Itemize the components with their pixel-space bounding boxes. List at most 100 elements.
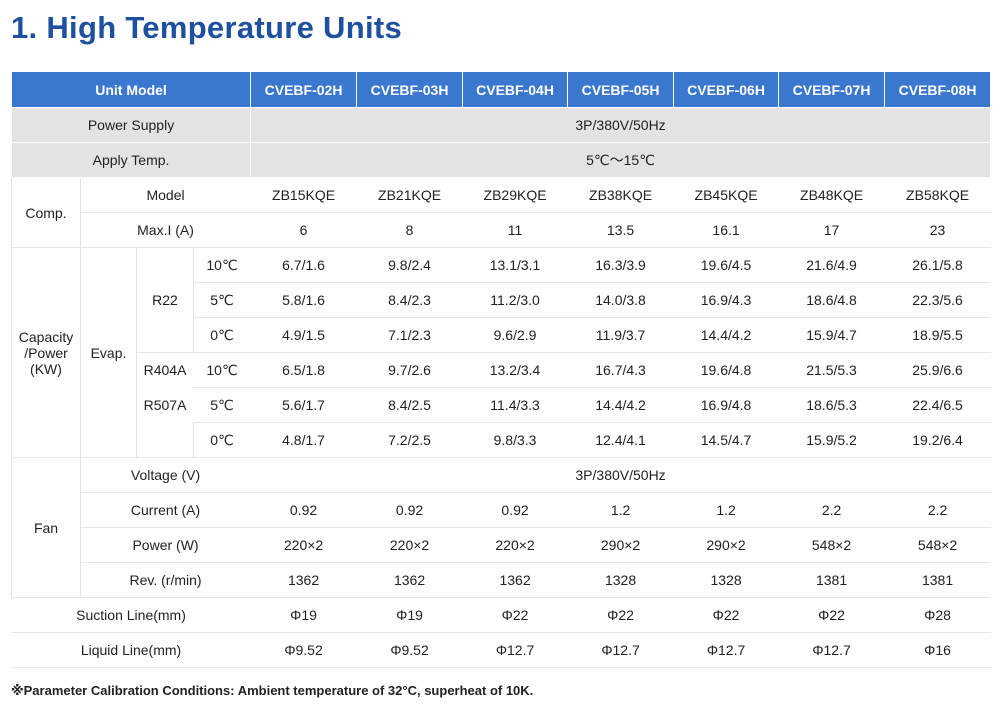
table-cell: 6.5/1.8 <box>250 352 358 388</box>
temp-label: 10℃ <box>192 247 252 283</box>
refrigerant-r507a-label: R507A <box>143 397 187 413</box>
table-cell: 0.92 <box>250 492 358 528</box>
table-cell: 18.9/5.5 <box>884 317 992 353</box>
table-cell: 14.4/4.2 <box>673 317 780 353</box>
capacity-row: 0℃ 4.8/1.7 7.2/2.5 9.8/3.3 12.4/4.1 14.5… <box>12 422 992 458</box>
model-header: CVEBF-04H <box>462 71 569 108</box>
temp-label: 0℃ <box>192 317 252 353</box>
table-cell: 16.9/4.8 <box>673 387 780 423</box>
table-cell: 4.8/1.7 <box>250 422 358 458</box>
table-cell: 1328 <box>673 562 780 598</box>
table-cell: 220×2 <box>250 527 358 563</box>
table-cell: ZB48KQE <box>778 177 886 213</box>
table-cell: ZB21KQE <box>356 177 464 213</box>
comp-maxi-label: Max.I (A) <box>79 212 252 248</box>
table-cell: 290×2 <box>673 527 780 563</box>
table-cell: Φ19 <box>356 597 464 633</box>
table-cell: Φ22 <box>673 597 780 633</box>
table-cell: 19.6/4.8 <box>673 352 780 388</box>
table-cell: 11.2/3.0 <box>462 282 569 318</box>
header-row: Unit Model CVEBF-02H CVEBF-03H CVEBF-04H… <box>10 71 992 108</box>
table-cell: 25.9/6.6 <box>884 352 992 388</box>
table-cell: Φ9.52 <box>356 632 464 668</box>
table-cell: 2.2 <box>778 492 886 528</box>
table-cell: Φ9.52 <box>250 632 358 668</box>
calibration-note: ※Parameter Calibration Conditions: Ambie… <box>11 683 534 698</box>
refrigerant-r404a-label: R404A <box>143 362 187 379</box>
table-cell: 19.6/4.5 <box>673 247 780 283</box>
comp-maxi-row: Max.I (A) 6 8 11 13.5 16.1 17 23 <box>12 212 992 248</box>
liquid-line-label: Liquid Line(mm) <box>10 632 252 668</box>
table-cell: ZB15KQE <box>250 177 358 213</box>
table-cell: 9.6/2.9 <box>462 317 569 353</box>
table-cell: 23 <box>884 212 992 248</box>
evap-label: Evap. <box>80 247 137 458</box>
table-cell: 15.9/4.7 <box>778 317 886 353</box>
table-cell: 11.9/3.7 <box>567 317 675 353</box>
capacity-label-line: (KW) <box>30 360 62 377</box>
table-cell: 548×2 <box>778 527 886 563</box>
table-cell: 7.1/2.3 <box>356 317 464 353</box>
table-cell: 15.9/5.2 <box>778 422 886 458</box>
table-cell: 1.2 <box>567 492 675 528</box>
model-header: CVEBF-07H <box>778 71 886 108</box>
fan-power-label: Power (W) <box>79 527 252 563</box>
table-cell: 5.8/1.6 <box>250 282 358 318</box>
table-cell: Φ22 <box>778 597 886 633</box>
table-cell: Φ28 <box>884 597 992 633</box>
table-cell: 6.7/1.6 <box>250 247 358 283</box>
table-cell: ZB58KQE <box>884 177 992 213</box>
table-cell: 8.4/2.3 <box>356 282 464 318</box>
power-supply-value: 3P/380V/50Hz <box>250 107 992 143</box>
spec-table: Unit Model CVEBF-02H CVEBF-03H CVEBF-04H… <box>10 71 992 668</box>
table-cell: 14.0/3.8 <box>567 282 675 318</box>
fan-rev-label: Rev. (r/min) <box>79 562 252 598</box>
temp-label: 5℃ <box>192 387 252 423</box>
model-header: CVEBF-06H <box>673 71 780 108</box>
capacity-row: 5℃ 5.8/1.6 8.4/2.3 11.2/3.0 14.0/3.8 16.… <box>12 282 992 318</box>
table-cell: ZB45KQE <box>673 177 780 213</box>
table-cell: 9.8/3.3 <box>462 422 569 458</box>
unit-model-header: Unit Model <box>10 71 252 108</box>
table-cell: 12.4/4.1 <box>567 422 675 458</box>
table-cell: 1381 <box>778 562 886 598</box>
fan-power-row: Power (W) 220×2 220×2 220×2 290×2 290×2 … <box>12 527 992 563</box>
table-cell: 19.2/6.4 <box>884 422 992 458</box>
table-cell: 0.92 <box>462 492 569 528</box>
power-supply-row: Power Supply 3P/380V/50Hz <box>10 107 992 143</box>
temp-label: 0℃ <box>192 422 252 458</box>
table-cell: 1328 <box>567 562 675 598</box>
capacity-label-line: Capacity <box>18 328 74 345</box>
table-cell: 220×2 <box>462 527 569 563</box>
refrigerant-r22-label: R22 <box>136 247 194 353</box>
table-cell: 9.8/2.4 <box>356 247 464 283</box>
table-cell: 16.7/4.3 <box>567 352 675 388</box>
table-cell: 13.2/3.4 <box>462 352 569 388</box>
table-cell: 1.2 <box>673 492 780 528</box>
table-cell: 1381 <box>884 562 992 598</box>
table-cell: 26.1/5.8 <box>884 247 992 283</box>
table-cell: 5.6/1.7 <box>250 387 358 423</box>
table-cell: 14.5/4.7 <box>673 422 780 458</box>
table-cell: 220×2 <box>356 527 464 563</box>
apply-temp-row: Apply Temp. 5℃～15℃ <box>10 142 992 178</box>
model-header: CVEBF-03H <box>356 71 464 108</box>
power-supply-label: Power Supply <box>10 107 252 143</box>
table-cell: Φ12.7 <box>567 632 675 668</box>
liquid-line-row: Liquid Line(mm) Φ9.52 Φ9.52 Φ12.7 Φ12.7 … <box>10 632 992 668</box>
table-cell: 18.6/4.8 <box>778 282 886 318</box>
table-cell: 16.1 <box>673 212 780 248</box>
table-cell: 7.2/2.5 <box>356 422 464 458</box>
table-cell: Φ22 <box>567 597 675 633</box>
page-title: 1. High Temperature Units <box>11 10 403 45</box>
capacity-label: Capacity /Power (KW) <box>11 247 81 458</box>
refrigerant-blank-cell <box>136 422 194 458</box>
table-cell: 2.2 <box>884 492 992 528</box>
table-cell: 9.7/2.6 <box>356 352 464 388</box>
model-header: CVEBF-02H <box>250 71 358 108</box>
capacity-row: 0℃ 4.9/1.5 7.1/2.3 9.6/2.9 11.9/3.7 14.4… <box>12 317 992 353</box>
table-cell: 22.4/6.5 <box>884 387 992 423</box>
fan-voltage-value: 3P/380V/50Hz <box>250 457 992 493</box>
fan-current-row: Current (A) 0.92 0.92 0.92 1.2 1.2 2.2 2… <box>12 492 992 528</box>
comp-model-label: Model <box>79 177 252 213</box>
